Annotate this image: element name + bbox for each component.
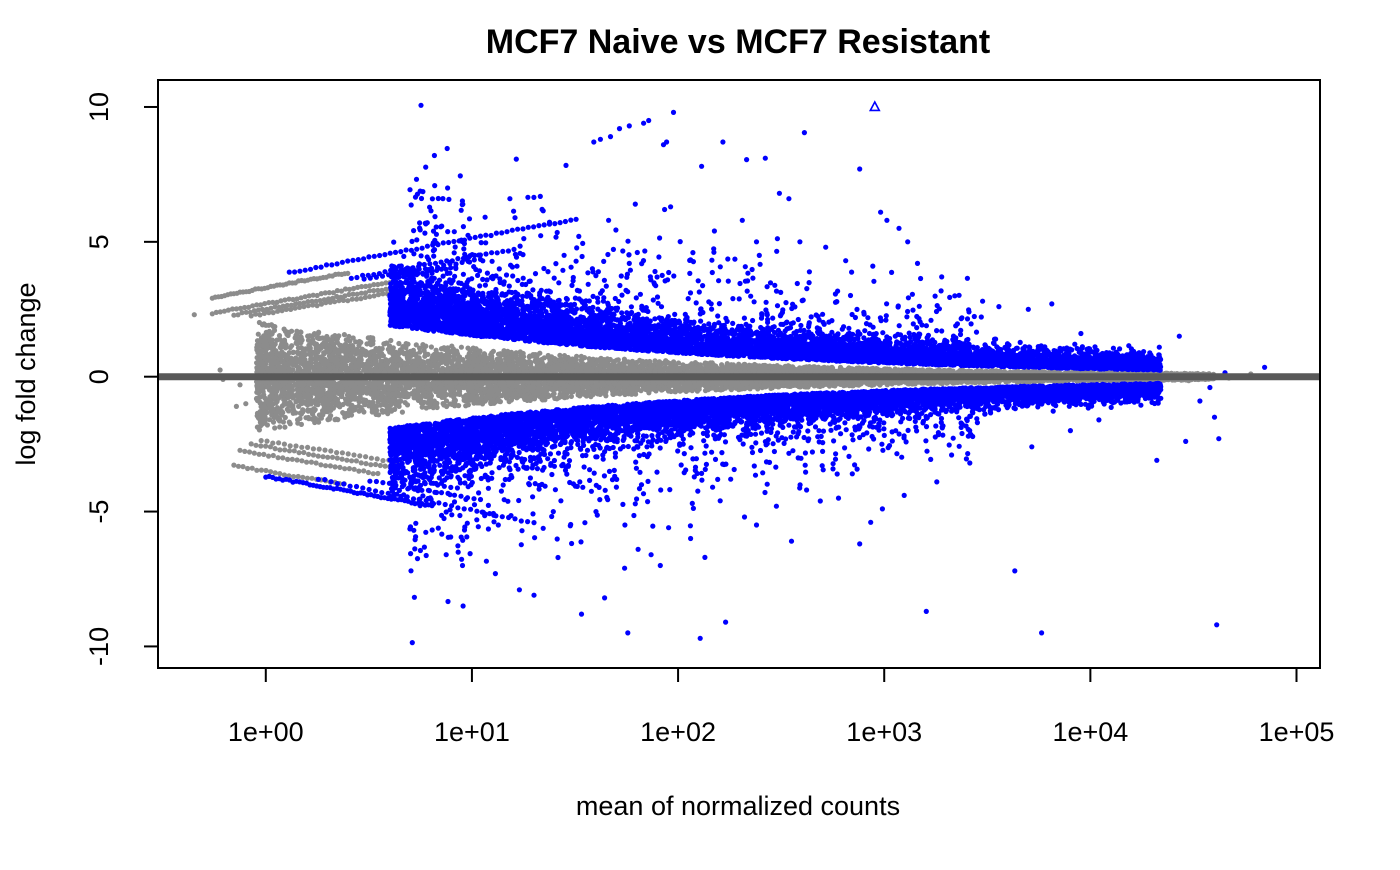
non-significant-gene-point — [399, 409, 405, 415]
non-significant-gene-point — [428, 344, 434, 350]
chart-title: MCF7 Naive vs MCF7 Resistant — [486, 23, 991, 61]
non-significant-gene-point — [557, 352, 563, 358]
non-significant-gene-point — [296, 403, 302, 409]
non-significant-gene-point — [404, 402, 411, 408]
non-significant-gene-point — [374, 407, 380, 414]
non-significant-gene-point — [413, 342, 419, 348]
non-significant-gene-point — [272, 425, 278, 431]
non-significant-gene-point — [356, 408, 362, 414]
non-significant-gene-point — [337, 404, 343, 410]
non-significant-gene-point — [341, 332, 347, 338]
non-significant-gene-point — [277, 424, 283, 430]
non-significant-gene-point — [379, 407, 385, 414]
